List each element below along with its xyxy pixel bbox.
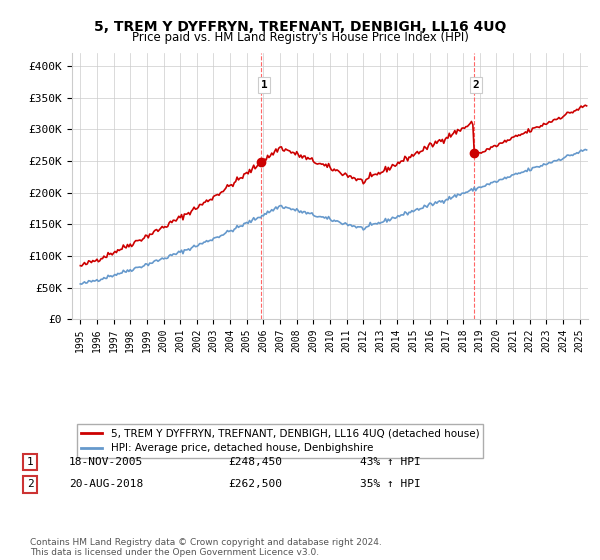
Text: 5, TREM Y DYFFRYN, TREFNANT, DENBIGH, LL16 4UQ: 5, TREM Y DYFFRYN, TREFNANT, DENBIGH, LL… [94,20,506,34]
Text: Price paid vs. HM Land Registry's House Price Index (HPI): Price paid vs. HM Land Registry's House … [131,31,469,44]
Text: 20-AUG-2018: 20-AUG-2018 [69,479,143,489]
Text: 18-NOV-2005: 18-NOV-2005 [69,457,143,467]
Text: 2: 2 [26,479,34,489]
Text: 35% ↑ HPI: 35% ↑ HPI [360,479,421,489]
Legend: 5, TREM Y DYFFRYN, TREFNANT, DENBIGH, LL16 4UQ (detached house), HPI: Average pr: 5, TREM Y DYFFRYN, TREFNANT, DENBIGH, LL… [77,424,484,458]
Text: 43% ↑ HPI: 43% ↑ HPI [360,457,421,467]
Text: £262,500: £262,500 [228,479,282,489]
Text: 1: 1 [260,80,267,90]
Text: Contains HM Land Registry data © Crown copyright and database right 2024.
This d: Contains HM Land Registry data © Crown c… [30,538,382,557]
Text: £248,450: £248,450 [228,457,282,467]
Text: 2: 2 [473,80,479,90]
Text: 1: 1 [26,457,34,467]
